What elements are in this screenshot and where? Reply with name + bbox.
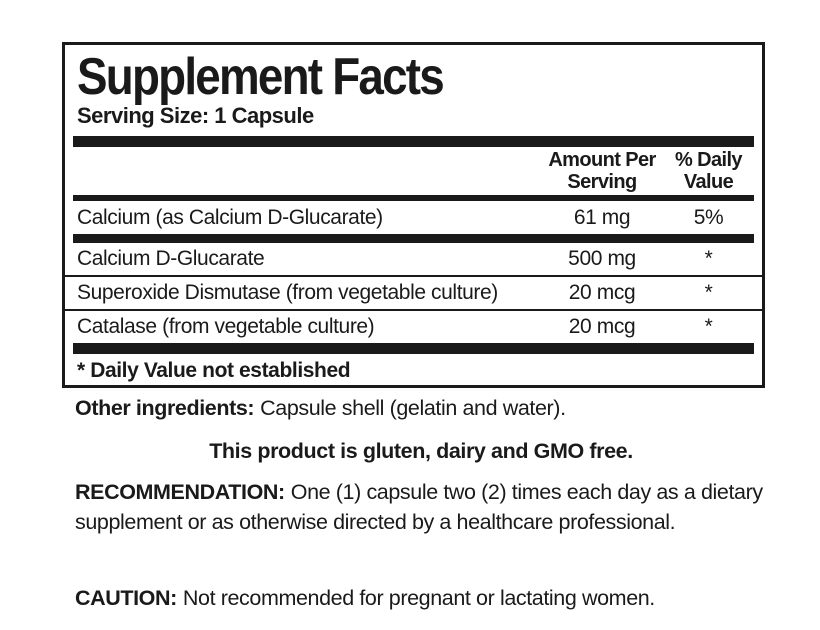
- divider-thick-mid: [73, 234, 754, 243]
- nutrient-amount: 500 mg: [568, 247, 636, 270]
- recommendation-label: RECOMMENDATION:: [75, 480, 285, 504]
- caution-label: CAUTION:: [75, 586, 177, 610]
- nutrient-daily-value: *: [704, 315, 713, 338]
- nutrient-name: Superoxide Dismutase (from vegetable cul…: [77, 281, 498, 304]
- table-row: Calcium D-Glucarate 500 mg *: [77, 243, 750, 275]
- supplement-facts-title: Supplement Facts: [77, 48, 445, 106]
- divider-thin: [65, 309, 762, 311]
- nutrient-amount: 61 mg: [573, 205, 631, 229]
- divider-thick-bottom: [73, 343, 754, 354]
- nutrient-name: Calcium D-Glucarate: [77, 247, 265, 270]
- nutrient-amount: 20 mcg: [568, 281, 636, 304]
- table-row: Superoxide Dismutase (from vegetable cul…: [77, 277, 750, 309]
- divider-thin: [65, 275, 762, 277]
- divider-thick-top: [73, 136, 754, 147]
- nutrient-name: Catalase (from vegetable culture): [77, 315, 375, 338]
- daily-value-footnote: * Daily Value not established: [77, 359, 351, 382]
- supplement-facts-panel: Supplement Facts Serving Size: 1 Capsule…: [62, 42, 765, 388]
- nutrient-amount: 20 mcg: [568, 315, 636, 338]
- divider-header: [73, 195, 754, 201]
- recommendation: RECOMMENDATION: One (1) capsule two (2) t…: [75, 477, 767, 537]
- recommendation-text: One (1) capsule two (2) times each day a…: [75, 480, 763, 534]
- table-header-row: Amount Per Serving % Daily Value: [77, 147, 750, 195]
- other-ingredients-label: Other ingredients:: [75, 396, 255, 420]
- free-claim: This product is gluten, dairy and GMO fr…: [209, 439, 633, 463]
- table-row: Calcium (as Calcium D-Glucarate) 61 mg 5…: [77, 201, 750, 234]
- column-header-amount: Amount Per Serving: [548, 149, 656, 193]
- other-ingredients-text: Capsule shell (gelatin and water).: [260, 396, 566, 420]
- caution-text: Not recommended for pregnant or lactatin…: [182, 586, 655, 610]
- nutrient-name: Calcium (as Calcium D-Glucarate): [77, 205, 383, 229]
- nutrient-daily-value: *: [704, 247, 713, 270]
- other-ingredients: Other ingredients: Capsule shell (gelatin…: [75, 393, 767, 423]
- serving-size: Serving Size: 1 Capsule: [77, 103, 314, 128]
- column-header-daily-value: % Daily Value: [675, 149, 743, 193]
- caution: CAUTION: Not recommended for pregnant or …: [75, 583, 767, 613]
- nutrient-daily-value: *: [704, 281, 713, 304]
- table-row: Catalase (from vegetable culture) 20 mcg…: [77, 311, 750, 343]
- nutrient-daily-value: 5%: [693, 205, 724, 229]
